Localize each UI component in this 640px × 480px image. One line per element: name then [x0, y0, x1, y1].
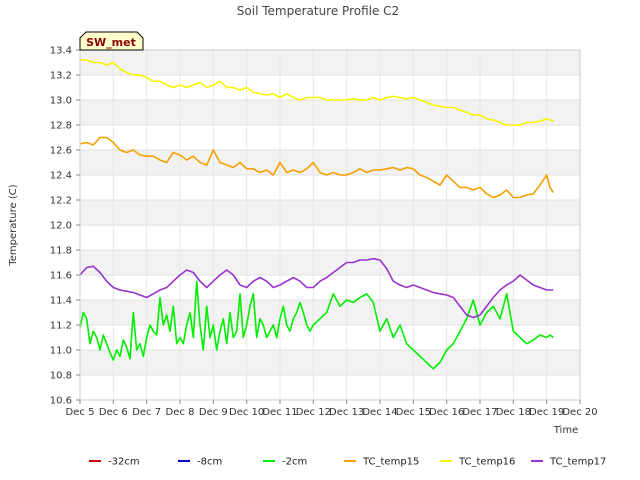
x-tick-label: Dec 14	[362, 407, 397, 418]
station-tag: SW_met	[79, 31, 144, 51]
legend-item: TC_temp16	[440, 457, 515, 468]
x-tick-label: Dec 19	[529, 407, 564, 418]
plot-band	[80, 100, 580, 125]
x-tick-label: Dec 17	[462, 407, 497, 418]
plot-band	[80, 350, 580, 375]
y-tick-label: 13.2	[50, 71, 72, 82]
x-tick-label: Dec 15	[396, 407, 431, 418]
legend-label: TC_temp15	[362, 457, 419, 468]
x-tick-label: Dec 12	[296, 407, 331, 418]
x-tick-label: Dec 8	[166, 407, 195, 418]
y-tick-label: 12.6	[50, 146, 72, 157]
y-tick-label: 10.6	[50, 396, 72, 407]
x-tick-label: Dec 5	[66, 407, 95, 418]
legend-label: TC_temp16	[458, 457, 515, 468]
legend-item: TC_temp17	[531, 457, 606, 468]
x-tick-label: Dec 10	[229, 407, 264, 418]
y-tick-label: 12.4	[50, 171, 72, 182]
legend-label: TC_temp17	[549, 457, 606, 468]
legend: -32cm -8cm -2cm TC_temp15 TC_temp16 TC_temp17	[89, 457, 606, 468]
y-tick-label: 10.8	[50, 371, 72, 382]
y-tick-label: 11.8	[50, 246, 72, 257]
y-tick-label: 13.4	[50, 46, 72, 57]
x-tick-label: Dec 9	[199, 407, 228, 418]
series-line-tctemp17	[79, 257, 554, 319]
x-tick-label: Dec 20	[562, 407, 597, 418]
y-tick-label: 13.0	[50, 96, 72, 107]
x-tick-label: Dec 7	[132, 407, 161, 418]
y-axis-title: Temperature (C)	[8, 184, 19, 266]
legend-item: -32cm	[89, 457, 140, 468]
legend-label: -2cm	[282, 457, 307, 468]
y-axis: 10.6 10.8 11.0 11.2 11.4 11.6 11.8 12.0 12.2 12.4…	[50, 46, 80, 407]
x-axis-title: Time	[553, 425, 578, 436]
plot-band	[80, 250, 580, 275]
x-tick-label: Dec 16	[429, 407, 464, 418]
legend-label: -32cm	[108, 457, 140, 468]
y-tick-label: 12.0	[50, 221, 72, 232]
y-tick-label: 11.6	[50, 271, 72, 282]
chart-title: Soil Temperature Profile C2	[237, 4, 399, 18]
station-tag-box	[79, 31, 144, 51]
legend-item: -2cm	[263, 457, 307, 468]
station-tag-label: SW_met	[86, 36, 136, 49]
legend-item: -8cm	[178, 457, 222, 468]
y-tick-label: 11.2	[50, 321, 72, 332]
legend-item: TC_temp15	[344, 457, 419, 468]
plot-band	[80, 200, 580, 225]
series-lines	[79, 59, 554, 370]
y-tick-label: 11.4	[50, 296, 72, 307]
series-line-tctemp15	[79, 136, 554, 199]
y-tick-label: 12.8	[50, 121, 72, 132]
plot-band	[80, 50, 580, 75]
y-tick-label: 11.0	[50, 346, 72, 357]
x-tick-label: Dec 6	[99, 407, 128, 418]
x-tick-label: Dec 13	[329, 407, 364, 418]
x-tick-label: Dec 11	[262, 407, 297, 418]
x-tick-label: Dec 18	[496, 407, 531, 418]
plot-band	[80, 150, 580, 175]
series-line-tctemp16	[80, 59, 554, 126]
y-tick-label: 12.2	[50, 196, 72, 207]
series-line-2cm	[79, 280, 554, 370]
legend-label: -8cm	[197, 457, 222, 468]
